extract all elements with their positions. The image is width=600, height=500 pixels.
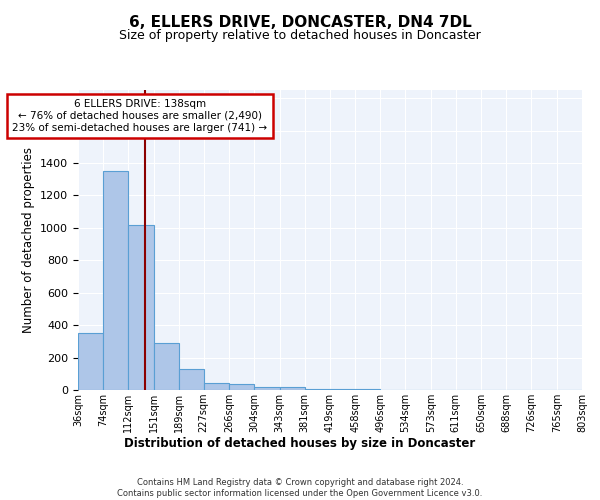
Bar — [355, 389, 380, 390]
Bar — [103, 171, 128, 390]
Text: Distribution of detached houses by size in Doncaster: Distribution of detached houses by size … — [124, 438, 476, 450]
Bar — [280, 387, 305, 390]
Text: Size of property relative to detached houses in Doncaster: Size of property relative to detached ho… — [119, 29, 481, 42]
Bar — [229, 384, 254, 390]
Bar — [254, 387, 280, 390]
Bar — [179, 369, 203, 390]
Text: Contains HM Land Registry data © Crown copyright and database right 2024.
Contai: Contains HM Land Registry data © Crown c… — [118, 478, 482, 498]
Text: 6, ELLERS DRIVE, DONCASTER, DN4 7DL: 6, ELLERS DRIVE, DONCASTER, DN4 7DL — [128, 15, 472, 30]
Bar — [329, 389, 355, 390]
Bar — [203, 382, 229, 390]
Bar — [128, 224, 154, 390]
Bar — [154, 343, 179, 390]
Bar — [78, 333, 103, 390]
Text: 6 ELLERS DRIVE: 138sqm
← 76% of detached houses are smaller (2,490)
23% of semi-: 6 ELLERS DRIVE: 138sqm ← 76% of detached… — [12, 100, 268, 132]
Y-axis label: Number of detached properties: Number of detached properties — [22, 147, 35, 333]
Bar — [305, 388, 329, 390]
